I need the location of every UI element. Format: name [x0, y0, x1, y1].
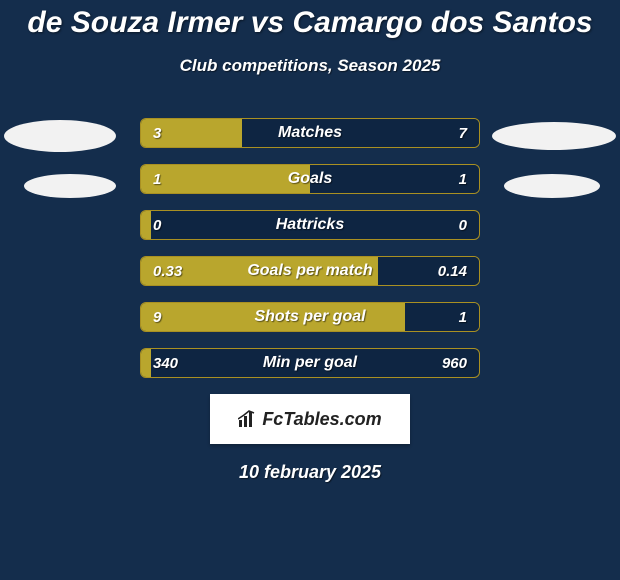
decor-ellipse: [24, 174, 116, 198]
stat-bar: 37Matches: [140, 118, 480, 148]
subtitle: Club competitions, Season 2025: [0, 56, 620, 76]
brand-box: FcTables.com: [210, 394, 410, 444]
bar-label: Hattricks: [141, 211, 479, 239]
bar-label: Shots per goal: [141, 303, 479, 331]
bar-label: Goals per match: [141, 257, 479, 285]
brand-text: FcTables.com: [262, 409, 381, 430]
decor-ellipse: [504, 174, 600, 198]
bar-label: Goals: [141, 165, 479, 193]
decor-ellipse: [4, 120, 116, 152]
comparison-panel: 37Matches 11Goals 00Hattricks 0.330.14Goals…: [0, 118, 620, 483]
bar-label: Min per goal: [141, 349, 479, 377]
chart-icon: [238, 410, 258, 428]
stat-bar: 340960Min per goal: [140, 348, 480, 378]
date-line: 10 february 2025: [0, 462, 620, 483]
bars-column: 37Matches 11Goals 00Hattricks 0.330.14Goals…: [140, 118, 480, 378]
page-title: de Souza Irmer vs Camargo dos Santos: [0, 0, 620, 40]
bar-label: Matches: [141, 119, 479, 147]
stat-bar: 0.330.14Goals per match: [140, 256, 480, 286]
decor-ellipse: [492, 122, 616, 150]
stat-bar: 11Goals: [140, 164, 480, 194]
brand-label: FcTables.com: [238, 409, 381, 430]
stat-bar: 91Shots per goal: [140, 302, 480, 332]
stat-bar: 00Hattricks: [140, 210, 480, 240]
